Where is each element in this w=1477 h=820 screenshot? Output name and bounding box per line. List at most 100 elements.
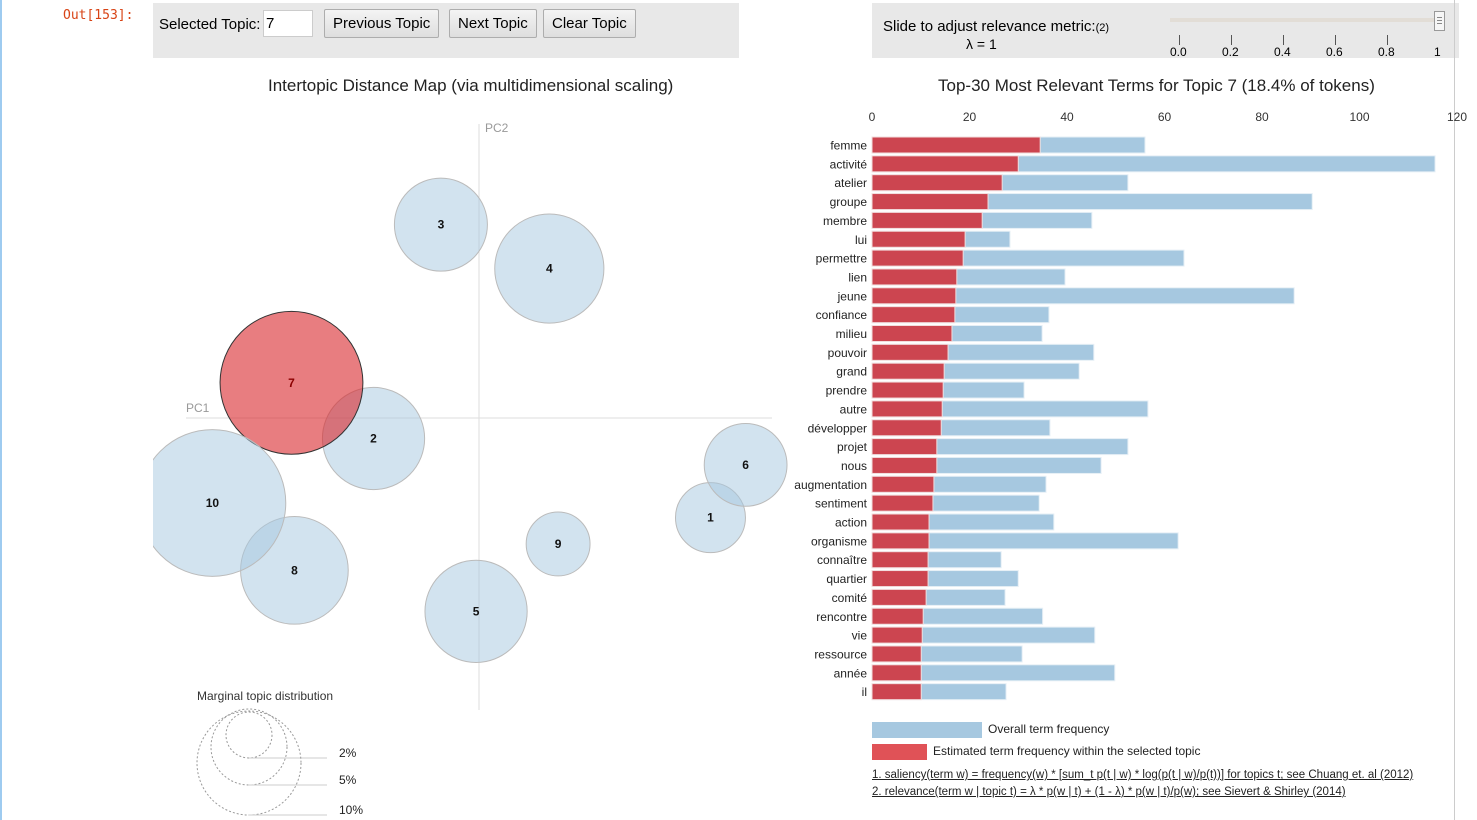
- legend-topic-label: Estimated term frequency within the sele…: [933, 744, 1201, 758]
- saliency-footnote-link[interactable]: 1. saliency(term w) = frequency(w) * [su…: [872, 769, 1414, 781]
- term-label[interactable]: connaître: [817, 553, 867, 567]
- topic-label-4[interactable]: 4: [546, 262, 553, 276]
- topic-frequency-bar[interactable]: [871, 211, 983, 229]
- topic-circle-4[interactable]: [494, 213, 605, 324]
- x-tick-label: 0: [869, 110, 876, 124]
- topic-frequency-bar[interactable]: [871, 155, 1019, 173]
- lambda-tick: [1387, 35, 1388, 45]
- x-tick-label: 80: [1255, 110, 1269, 124]
- topic-frequency-bar[interactable]: [871, 362, 945, 380]
- topic-frequency-bar[interactable]: [871, 551, 929, 569]
- topic-frequency-bar[interactable]: [871, 343, 949, 361]
- topic-frequency-bar[interactable]: [871, 607, 924, 625]
- topic-circle-10[interactable]: [139, 429, 287, 577]
- topic-label-10[interactable]: 10: [206, 496, 220, 510]
- term-label[interactable]: année: [834, 666, 868, 680]
- topic-frequency-bar[interactable]: [871, 664, 922, 682]
- topic-frequency-bar[interactable]: [871, 400, 943, 418]
- topic-label-1[interactable]: 1: [707, 511, 714, 525]
- term-label[interactable]: ressource: [814, 647, 867, 661]
- term-label[interactable]: groupe: [830, 195, 868, 209]
- topic-frequency-bar[interactable]: [871, 193, 989, 211]
- topic-frequency-bar[interactable]: [871, 268, 958, 286]
- topic-label-2[interactable]: 2: [370, 432, 377, 446]
- term-label[interactable]: membre: [823, 214, 867, 228]
- term-label[interactable]: lien: [848, 270, 867, 284]
- term-label[interactable]: augmentation: [794, 478, 867, 492]
- topic-frequency-bar[interactable]: [871, 419, 942, 437]
- topic-frequency-bar[interactable]: [871, 136, 1041, 154]
- scrollbar-edge: [1454, 0, 1455, 820]
- topic-frequency-bar[interactable]: [871, 532, 930, 550]
- term-label[interactable]: femme: [830, 139, 867, 153]
- topic-label-7[interactable]: 7: [288, 376, 295, 390]
- topic-frequency-bar[interactable]: [871, 475, 935, 493]
- topic-frequency-bar[interactable]: [871, 230, 966, 248]
- topic-frequency-bar[interactable]: [871, 494, 934, 512]
- topic-frequency-bar[interactable]: [871, 306, 956, 324]
- topic-frequency-bar[interactable]: [871, 645, 922, 663]
- topic-circle-5[interactable]: [424, 559, 528, 663]
- term-label[interactable]: projet: [837, 440, 868, 454]
- topic-frequency-bar[interactable]: [871, 588, 927, 606]
- term-label[interactable]: développer: [808, 421, 867, 435]
- term-label[interactable]: lui: [855, 233, 867, 247]
- lambda-slider-track[interactable]: [1170, 18, 1440, 22]
- legend-overall-label: Overall term frequency: [988, 722, 1110, 736]
- term-label[interactable]: organisme: [811, 534, 867, 548]
- term-label[interactable]: confiance: [816, 308, 868, 322]
- term-label[interactable]: activité: [830, 157, 868, 171]
- next-topic-button[interactable]: Next Topic: [449, 9, 537, 38]
- lambda-slider-handle[interactable]: [1434, 11, 1445, 31]
- term-label[interactable]: il: [862, 685, 867, 699]
- term-label[interactable]: jeune: [837, 289, 868, 303]
- topic-circle-3[interactable]: [393, 177, 488, 272]
- selected-topic-input[interactable]: [263, 10, 313, 37]
- topic-frequency-bar[interactable]: [871, 438, 938, 456]
- term-label[interactable]: sentiment: [815, 497, 868, 511]
- x-tick-label: 20: [963, 110, 977, 124]
- term-label[interactable]: rencontre: [816, 610, 867, 624]
- term-label[interactable]: grand: [836, 365, 867, 379]
- term-label[interactable]: nous: [841, 459, 867, 473]
- term-label[interactable]: milieu: [836, 327, 867, 341]
- topic-label-5[interactable]: 5: [473, 604, 480, 618]
- topic-frequency-bar[interactable]: [871, 626, 923, 644]
- previous-topic-button[interactable]: Previous Topic: [324, 9, 440, 38]
- topic-circle-6[interactable]: [703, 422, 788, 507]
- relevance-footnote-link[interactable]: 2. relevance(term w | topic t) = λ * p(w…: [872, 786, 1346, 798]
- topic-frequency-bar[interactable]: [871, 456, 938, 474]
- topic-frequency-bar[interactable]: [871, 683, 922, 701]
- topic-label-3[interactable]: 3: [438, 218, 445, 232]
- term-label[interactable]: autre: [840, 402, 868, 416]
- term-label[interactable]: prendre: [826, 384, 868, 398]
- lambda-tick: [1179, 35, 1180, 45]
- term-label[interactable]: atelier: [834, 176, 867, 190]
- intertopic-map-title: Intertopic Distance Map (via multidimens…: [268, 76, 674, 95]
- size-legend-label: 5%: [339, 773, 357, 787]
- topic-label-9[interactable]: 9: [555, 537, 562, 551]
- topic-frequency-bar[interactable]: [871, 570, 929, 588]
- topic-frequency-bar[interactable]: [871, 174, 1003, 192]
- clear-topic-button[interactable]: Clear Topic: [543, 9, 636, 38]
- topic-frequency-bar[interactable]: [871, 513, 930, 531]
- legend-topic-swatch: [872, 744, 927, 760]
- topic-label-6[interactable]: 6: [742, 458, 749, 472]
- output-prompt: Out[153]:: [63, 8, 134, 23]
- lambda-tick-label: 0.8: [1378, 45, 1395, 59]
- topic-frequency-bar[interactable]: [871, 249, 964, 267]
- topic-circle-7[interactable]: [219, 310, 364, 455]
- term-label[interactable]: action: [835, 516, 867, 530]
- term-label[interactable]: permettre: [816, 252, 868, 266]
- term-label[interactable]: vie: [852, 629, 868, 643]
- topic-frequency-bar[interactable]: [871, 381, 944, 399]
- topic-frequency-bar[interactable]: [871, 325, 953, 342]
- topic-label-8[interactable]: 8: [291, 563, 298, 577]
- term-label[interactable]: pouvoir: [828, 346, 867, 360]
- size-legend-circle: [210, 708, 288, 786]
- term-label[interactable]: quartier: [826, 572, 867, 586]
- term-label[interactable]: comité: [832, 591, 868, 605]
- topic-frequency-bar[interactable]: [871, 287, 957, 305]
- topic-circle-9[interactable]: [525, 511, 591, 577]
